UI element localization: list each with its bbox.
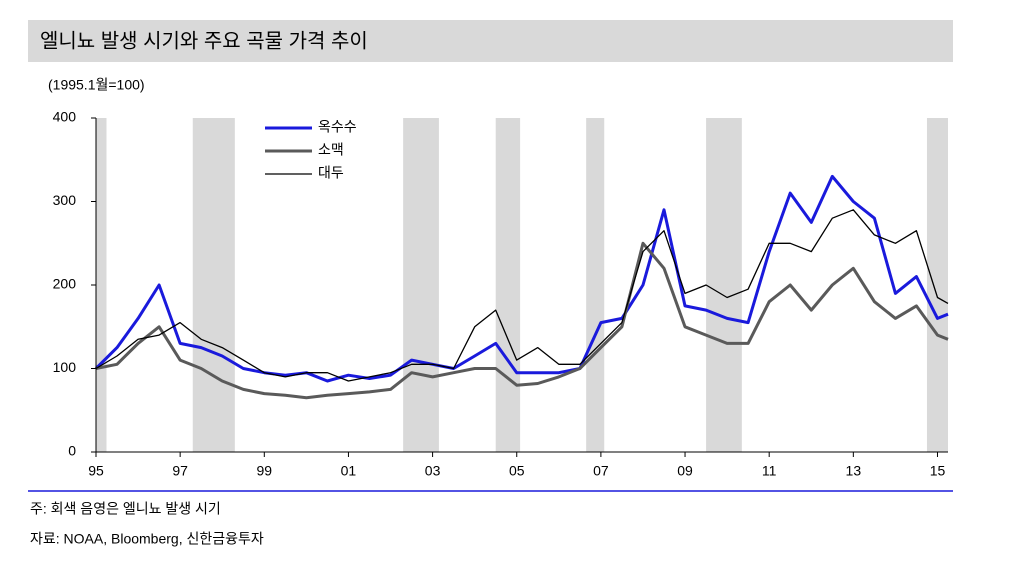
source: 자료: NOAA, Bloomberg, 신한금융투자: [30, 531, 264, 547]
el-nino-period: [706, 118, 742, 452]
x-tick-label: 01: [341, 463, 357, 479]
y-tick-label: 0: [68, 443, 76, 459]
chart-title: 엘니뇨 발생 시기와 주요 곡물 가격 추이: [40, 29, 368, 52]
el-nino-period: [192, 118, 235, 452]
y-tick-label: 300: [53, 192, 77, 208]
el-nino-period: [495, 118, 521, 452]
x-tick-label: 11: [762, 463, 777, 479]
legend-label: 옥수수: [318, 119, 357, 135]
x-tick-label: 13: [846, 463, 862, 479]
x-tick-label: 97: [172, 463, 188, 479]
x-tick-label: 99: [257, 463, 273, 479]
el-nino-period: [96, 118, 107, 452]
legend-label: 소맥: [318, 142, 344, 158]
y-tick-label: 100: [53, 359, 77, 375]
x-tick-label: 05: [509, 463, 525, 479]
el-nino-period: [586, 118, 605, 452]
y-tick-label: 200: [53, 276, 77, 292]
x-tick-label: 09: [677, 463, 693, 479]
x-tick-label: 03: [425, 463, 441, 479]
y-tick-label: 400: [53, 109, 77, 125]
el-nino-period: [926, 118, 948, 452]
x-tick-label: 07: [593, 463, 609, 479]
legend-label: 대두: [318, 165, 344, 181]
el-nino-period: [403, 118, 439, 452]
x-tick-label: 95: [88, 463, 104, 479]
series-line: [95, 241, 949, 400]
series-line: [95, 209, 949, 382]
series-line: [94, 174, 949, 383]
note: 주: 회색 음영은 엘니뇨 발생 시기: [30, 501, 221, 517]
title-bar: [28, 20, 953, 62]
unit-label: (1995.1월=100): [48, 77, 145, 93]
x-tick-label: 15: [930, 463, 946, 479]
